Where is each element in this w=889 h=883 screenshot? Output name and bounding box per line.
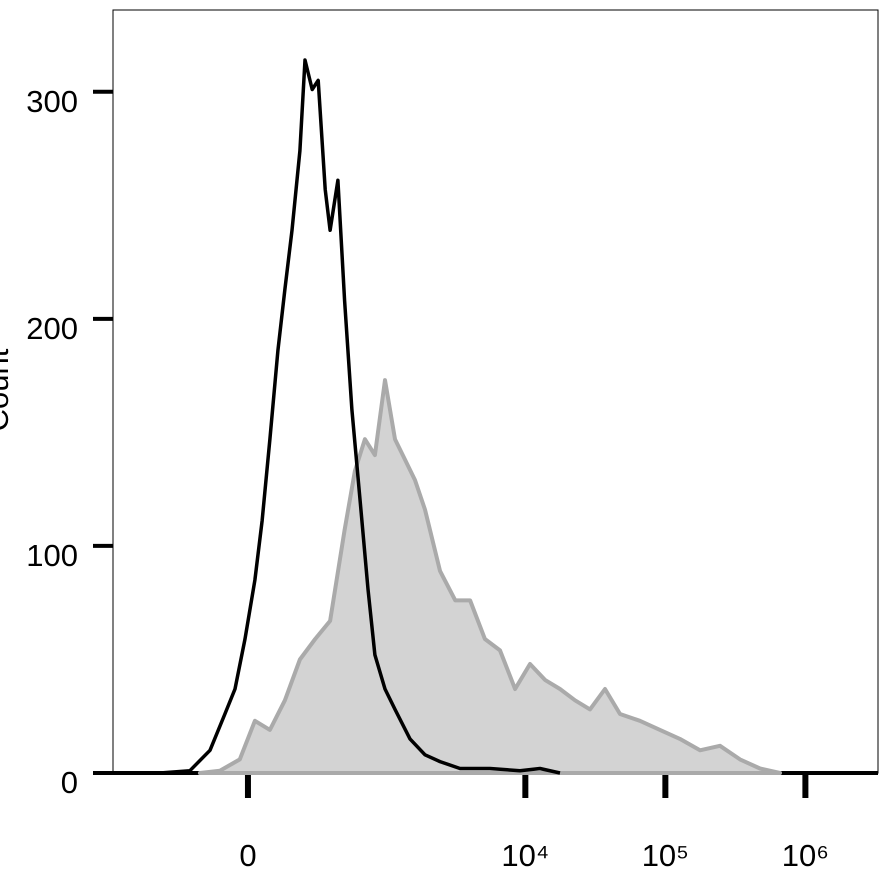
y-tick-label: 200 (26, 311, 78, 346)
x-tick-label: 10⁵ (642, 838, 689, 873)
y-tick-label: 300 (26, 84, 78, 119)
y-tick-label: 0 (61, 765, 78, 800)
y-axis-label: Count (0, 348, 15, 431)
x-tick-label: 0 (239, 838, 256, 873)
x-tick-label: 10⁶ (782, 838, 829, 873)
histogram-area (197, 378, 782, 775)
x-tick-label: 10⁴ (501, 838, 549, 873)
histogram-line (159, 58, 561, 775)
y-tick-label: 100 (26, 538, 78, 573)
